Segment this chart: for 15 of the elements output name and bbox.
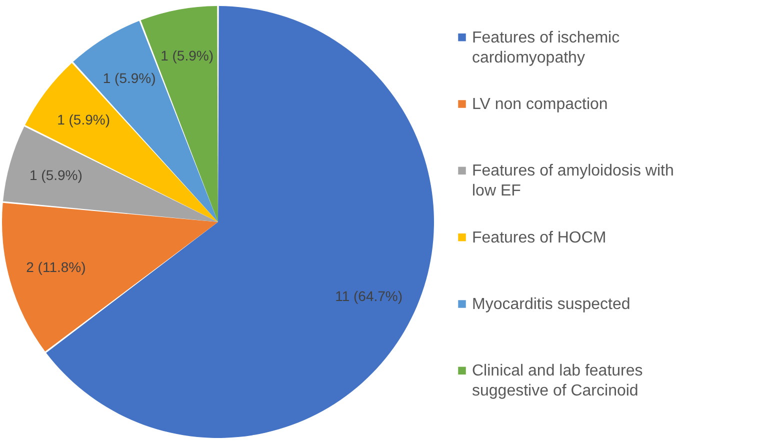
data-label: 1 (5.9%) xyxy=(160,47,214,64)
legend-label: Clinical and lab features suggestive of Carcinoid xyxy=(472,362,643,400)
legend-label: LV non compaction xyxy=(472,96,608,113)
legend-label: Features of HOCM xyxy=(472,229,606,246)
legend-label: Features of amyloidosis with low EF xyxy=(472,162,674,200)
legend-label: Myocarditis suspected xyxy=(472,296,630,313)
pie-slice xyxy=(2,202,218,352)
data-label: 11 (64.7%) xyxy=(335,288,403,304)
data-label: 1 (5.9%) xyxy=(29,166,82,183)
data-label: 1 (5.9%) xyxy=(57,111,110,128)
pie-slice xyxy=(3,126,218,222)
data-label: 2 (11.8%) xyxy=(26,259,86,276)
pie-slice xyxy=(25,62,218,222)
legend-label: Features of ischemic cardiomyopathy xyxy=(472,29,620,66)
data-label: 1 (5.9%) xyxy=(102,70,156,86)
